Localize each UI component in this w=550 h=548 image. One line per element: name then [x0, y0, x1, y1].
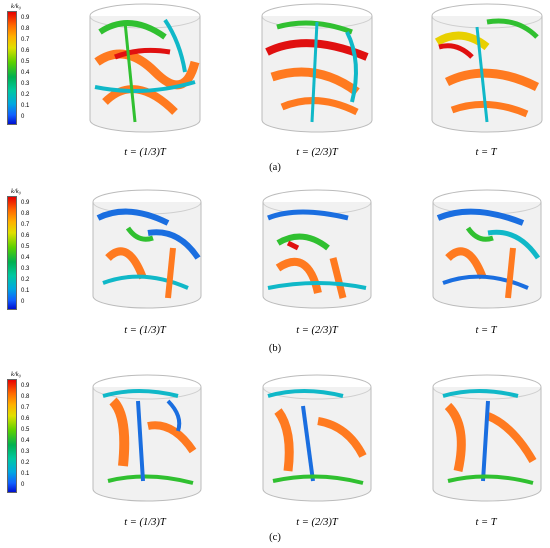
- colorbar-gradient: [7, 11, 17, 125]
- time-label: t = (1/3)T: [124, 517, 166, 528]
- time-label: t = (1/3)T: [124, 325, 166, 336]
- colorbar-tick: 0.2: [21, 460, 30, 466]
- colorbar-tick: 0.3: [21, 266, 30, 272]
- colorbar-tick: 0.6: [21, 416, 30, 422]
- colorbar-tick: 0.9: [21, 15, 30, 21]
- colorbar-tick: 0.4: [21, 255, 30, 261]
- colorbar-tick: 0.4: [21, 438, 30, 444]
- colorbar-title: k/k₀: [11, 188, 21, 195]
- colorbar-tick: 0.5: [21, 244, 30, 250]
- colorbar-tick: 0.8: [21, 211, 30, 217]
- colorbar-tick: 0.4: [21, 70, 30, 76]
- vortex-volume-image: [261, 3, 373, 133]
- colorbar-tick: 0.6: [21, 48, 30, 54]
- vortex-volume-image: [89, 3, 201, 133]
- colorbar-tick: 0.1: [21, 471, 30, 477]
- panel-b: k/k₀ 0.9 0.8 0.7 0.6 0.5 0.4 0.3 0.2 0.1…: [0, 183, 550, 365]
- time-label: t = (2/3)T: [296, 325, 338, 336]
- colorbar-tick: 0: [21, 482, 25, 488]
- panel-label: (a): [269, 162, 281, 173]
- colorbar-tick: 0.2: [21, 92, 30, 98]
- colorbar-tick: 0.9: [21, 383, 30, 389]
- colorbar-tick: 0.5: [21, 427, 30, 433]
- panel-c: k/k₀ 0.9 0.8 0.7 0.6 0.5 0.4 0.3 0.2 0.1…: [0, 366, 550, 548]
- colorbar-tick: 0.3: [21, 81, 30, 87]
- panel-label: (c): [269, 532, 281, 543]
- vortex-volume-image: [92, 189, 202, 309]
- colorbar-title: k/k₀: [11, 3, 21, 10]
- time-label: t = T: [475, 147, 497, 158]
- vortex-volume-image: [431, 3, 543, 133]
- colorbar-tick: 0: [21, 299, 25, 305]
- colorbar-title: k/k₀: [11, 371, 21, 378]
- colorbar-tick: 0.5: [21, 59, 30, 65]
- colorbar-gradient: [7, 196, 17, 310]
- colorbar-tick: 0.1: [21, 288, 30, 294]
- colorbar-tick: 0.6: [21, 233, 30, 239]
- panel-a: k/k₀ 0.9 0.8 0.7 0.6 0.5 0.4 0.3 0.2 0.1…: [0, 0, 550, 182]
- vortex-volume-image: [432, 374, 542, 502]
- vortex-volume-image: [262, 189, 372, 309]
- colorbar-tick: 0.1: [21, 103, 30, 109]
- time-label: t = T: [475, 325, 497, 336]
- vortex-volume-image: [432, 189, 542, 309]
- panel-label: (b): [268, 343, 282, 354]
- colorbar-tick: 0.8: [21, 394, 30, 400]
- colorbar-tick: 0.9: [21, 200, 30, 206]
- time-label: t = T: [475, 517, 497, 528]
- colorbar-tick: 0.3: [21, 449, 30, 455]
- colorbar-tick: 0.7: [21, 405, 30, 411]
- colorbar-tick: 0.2: [21, 277, 30, 283]
- colorbar-gradient: [7, 379, 17, 493]
- vortex-volume-image: [262, 374, 372, 502]
- time-label: t = (1/3)T: [124, 147, 166, 158]
- time-label: t = (2/3)T: [296, 517, 338, 528]
- vortex-volume-image: [92, 374, 202, 502]
- colorbar-tick: 0.7: [21, 37, 30, 43]
- colorbar-tick: 0.8: [21, 26, 30, 32]
- time-label: t = (2/3)T: [296, 147, 338, 158]
- colorbar-tick: 0: [21, 114, 25, 120]
- colorbar-tick: 0.7: [21, 222, 30, 228]
